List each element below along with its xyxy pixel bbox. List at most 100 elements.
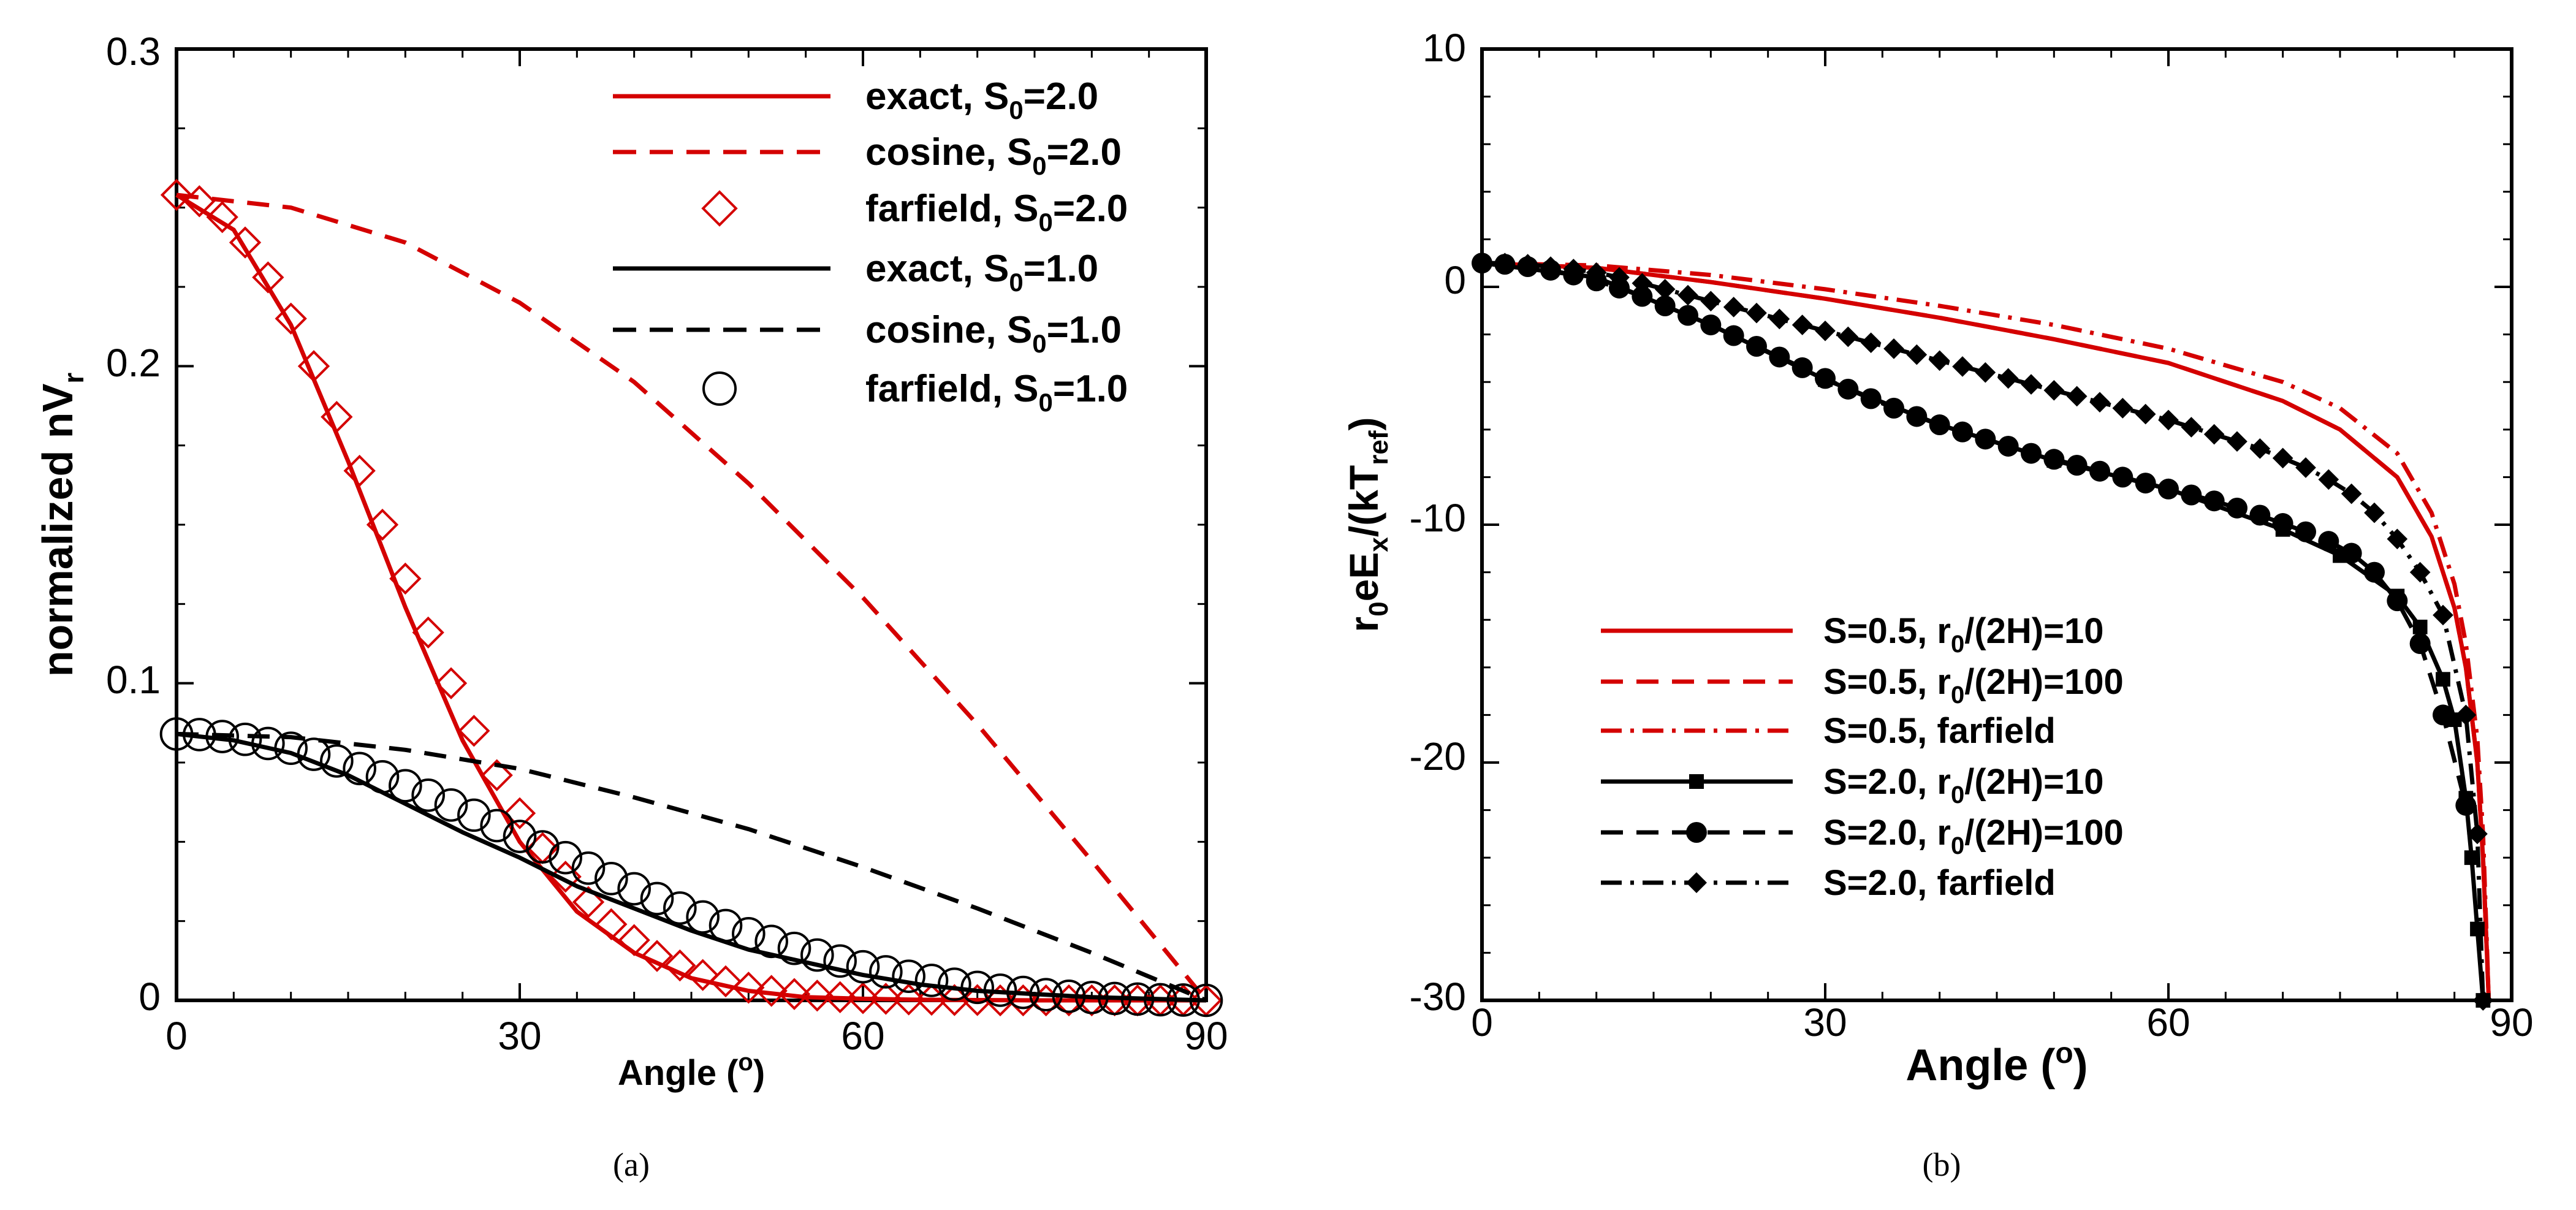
data-point [870,983,902,1015]
data-point [2227,431,2247,452]
legend-a-label-4: exact, S0=1.0 [865,248,1098,297]
data-point [2021,443,2042,464]
data-point [2295,457,2316,478]
legend-a-label-3: farfield, S0=2.0 [865,188,1128,237]
data-point [2181,484,2202,506]
caption-a: (a) [613,1146,650,1183]
data-point [2295,521,2316,542]
data-point [640,940,674,972]
data-point [321,400,353,433]
data-point [2043,449,2065,470]
data-point [503,820,537,853]
chart-a-xtick-label: 60 [841,1014,884,1058]
data-point [1052,979,1086,1013]
series-3 [1481,261,2491,1001]
data-point [274,731,308,766]
data-point [2158,409,2179,431]
legend-b-label-1: S=0.5, r0/(2H)=10 [1823,611,2104,658]
caption-b: (b) [1923,1146,1961,1183]
data-point [1700,291,1722,312]
data-point [2318,469,2339,490]
data-point [2272,513,2293,535]
series-line [176,731,1207,1003]
data-point [1929,414,1950,436]
chart-a-legend: exact, S0=2.0 cosine, S0=2.0 farfield, S… [613,75,1128,417]
data-point [275,302,307,335]
data-point [1837,378,1859,400]
data-point [411,778,445,812]
data-point [205,720,239,753]
chart-a-plot-area [159,178,1223,1018]
data-point [2436,672,2450,687]
legend-a-swatch-3 [701,190,738,227]
data-point [1700,314,1722,336]
series-2 [1481,261,2491,1001]
data-point [457,798,491,832]
data-point [664,949,696,982]
series-line [176,192,1208,1002]
data-point [617,872,651,906]
data-point [252,261,284,294]
data-point [709,965,742,998]
data-point [229,226,262,259]
data-point [686,900,720,934]
chart-a-frame [175,47,1208,1002]
legend-b-label-4: S=2.0, r0/(2H)=10 [1823,762,2104,809]
chart-a-ytick-label: 0.1 [106,658,161,702]
legend-a-label-6: farfield, S0=1.0 [865,368,1128,417]
data-point [2181,417,2202,438]
data-point [2043,379,2065,401]
data-point [183,185,216,218]
data-point [1677,284,1698,306]
data-point [1883,397,1904,419]
data-point [458,715,490,747]
legend-b-label-5: S=2.0, r0/(2H)=100 [1823,813,2124,859]
data-point [2433,704,2453,726]
data-point [160,178,193,211]
chart-b-xtick-label: 30 [1803,1000,1847,1044]
data-point [732,972,765,1004]
data-point [618,924,650,956]
data-point [938,967,971,1001]
chart-a-x-axis-label: Angle (o) [618,1049,765,1093]
legend-b-swatch-5-marker [1686,822,1707,843]
series-4 [176,731,1207,1003]
data-point [1883,338,1904,359]
data-point [2112,466,2133,488]
data-point [1860,332,1882,354]
data-point [366,508,399,541]
data-point [159,717,194,751]
data-point [2135,403,2156,425]
data-point [1723,297,1744,318]
data-point [1769,346,1790,368]
data-point [892,959,925,993]
data-point [1837,326,1859,348]
data-point [823,944,857,978]
series-2 [176,192,1208,1002]
data-point [389,562,422,595]
data-point [983,973,1017,1007]
data-point [320,744,354,778]
data-point [2272,447,2293,469]
chart-b-xtick-label: 0 [1471,1000,1493,1044]
data-point [549,840,582,875]
data-point [435,667,468,699]
data-point [1997,435,2019,457]
data-point [389,769,422,803]
chart-b-ticks [1481,48,2513,1002]
data-point [1609,277,1630,299]
data-point [1906,406,1928,427]
chart-b-ytick-label: 10 [1423,26,1466,70]
data-point [1975,428,1996,450]
data-point [2464,850,2479,866]
data-point [2066,386,2088,407]
data-point [2341,483,2362,504]
data-point [297,737,331,771]
data-point [343,454,376,487]
chart-b-ytick-label: 0 [1444,258,1466,302]
data-point [1860,388,1882,409]
legend-b-label-3: S=0.5, farfield [1823,711,2056,751]
data-point [1723,325,1744,346]
data-point [1098,981,1131,1016]
